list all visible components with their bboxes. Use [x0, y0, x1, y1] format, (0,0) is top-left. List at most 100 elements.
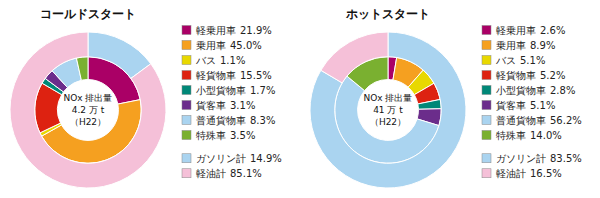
legend-value: 5.2%: [540, 70, 565, 81]
legend-swatch: [182, 116, 191, 125]
legend-item: 軽乗用車 2.6%: [482, 25, 565, 36]
legend-label: 乗用車: [496, 40, 526, 51]
legend-item: 小型貨物車 2.8%: [482, 85, 575, 96]
legend-swatch: [182, 101, 191, 110]
chart-title: コールドスタート: [40, 7, 136, 21]
center-annotation: NOx 排出量: [63, 93, 112, 103]
legend-item: 特殊車 14.0%: [482, 130, 562, 141]
legend-label: 軽油計: [496, 168, 526, 179]
legend-value: 85.1%: [230, 168, 262, 179]
donut-ring: [35, 57, 142, 164]
legend-value: 45.0%: [230, 40, 262, 51]
legend: 軽乗用車 21.9% 乗用車 45.0% バス 1.1% 軽貨物車 15.5% 小型貨物車 1.7…: [182, 25, 282, 179]
chart-panel: コールドスタート NOx 排出量 4.2 万 t （H22） 軽乗用車 21.9% 乗用車 4…: [10, 7, 282, 188]
legend-label: 普通貨物車: [496, 115, 546, 126]
legend-label: 軽貨物車: [196, 70, 236, 81]
legend-value: 1.7%: [250, 85, 275, 96]
legend-swatch: [482, 101, 491, 110]
legend: 軽乗用車2.6%乗用車8.9%バス5.1%軽貨物車5.2%小型貨物車2.8%貨客…: [482, 25, 582, 179]
center-annotation: NOx 排出量: [363, 93, 412, 103]
legend-swatch: [182, 71, 191, 80]
chart-title: ホットスタート: [345, 7, 430, 21]
legend-label: 乗用車: [196, 40, 226, 51]
legend-value: 3.1%: [230, 100, 255, 111]
legend-label: 小型貨物車: [496, 85, 546, 96]
legend-item: バス 1.1%: [182, 55, 245, 66]
legend-item: 普通貨物車 56.2%: [482, 115, 582, 126]
legend-label: 軽乗用車: [496, 25, 536, 36]
donut-slice: [10, 32, 166, 188]
legend-swatch: [182, 169, 191, 178]
legend-label: 小型貨物車: [196, 85, 246, 96]
legend-item: 普通貨物車 8.3%: [182, 115, 275, 126]
legend-value: 2.8%: [550, 85, 575, 96]
legend-swatch: [482, 71, 491, 80]
legend-value: 14.9%: [250, 153, 282, 164]
legend-item: ガソリン計 14.9%: [182, 153, 282, 164]
legend-label: 特殊車: [496, 130, 526, 141]
donut-slice: [76, 57, 88, 81]
chart-panel: ホットスタート NOx 排出量 41 万 t （H22） 軽乗用車 2.6% 乗用車 8.9%…: [310, 7, 582, 188]
legend-swatch: [482, 169, 491, 178]
legend-swatch: [482, 26, 491, 35]
legend-swatch: [182, 154, 191, 163]
legend-swatch: [182, 56, 191, 65]
legend-item: 貨客車 5.1%: [482, 100, 555, 111]
legend-item: 軽油計16.5%: [482, 168, 562, 179]
legend-value: 56.2%: [550, 115, 582, 126]
legend-item: 軽貨物車 15.5%: [182, 70, 272, 81]
legend-value: 15.5%: [240, 70, 272, 81]
donut: [310, 32, 466, 188]
legend-label: バス: [495, 55, 516, 66]
legend-item: 小型貨物車 1.7%: [182, 85, 275, 96]
legend-label: 貨客車: [496, 100, 526, 111]
legend-label: ガソリン計: [496, 153, 546, 164]
legend-label: 特殊車: [196, 130, 226, 141]
legend-item: 特殊車 3.5%: [182, 130, 255, 141]
legend-swatch: [182, 86, 191, 95]
legend-value: 8.9%: [530, 40, 555, 51]
donut-ring: [310, 32, 466, 188]
legend-item: 乗用車 45.0%: [182, 40, 262, 51]
legend-value: 21.9%: [240, 25, 272, 36]
legend-value: 3.5%: [230, 130, 255, 141]
legend-label: 軽油計: [196, 168, 226, 179]
legend-label: 貨客車: [196, 100, 226, 111]
legend-label: バス: [195, 55, 216, 66]
legend-value: 5.1%: [530, 100, 555, 111]
center-annotation: （H22）: [70, 117, 106, 127]
legend-swatch: [482, 154, 491, 163]
donut-slice: [310, 32, 466, 188]
donut-ring: [335, 57, 442, 164]
legend-label: ガソリン計: [196, 153, 246, 164]
center-annotation: （H22）: [370, 117, 406, 127]
legend-swatch: [482, 116, 491, 125]
legend-item: バス5.1%: [482, 55, 545, 66]
donut-ring: [10, 32, 166, 188]
legend-swatch: [482, 56, 491, 65]
donut: [10, 32, 166, 188]
donut-slice: [418, 99, 441, 109]
legend-value: 83.5%: [550, 153, 582, 164]
legend-swatch: [182, 41, 191, 50]
legend-swatch: [482, 86, 491, 95]
legend-item: 軽油計 85.1%: [182, 168, 262, 179]
legend-value: 14.0%: [530, 130, 562, 141]
legend-label: 軽貨物車: [496, 70, 536, 81]
legend-label: 軽乗用車: [196, 25, 236, 36]
center-annotation: 4.2 万 t: [72, 105, 105, 115]
legend-item: 軽貨物車 5.2%: [482, 70, 565, 81]
legend-value: 8.3%: [250, 115, 275, 126]
legend-swatch: [182, 26, 191, 35]
legend-value: 1.1%: [220, 55, 245, 66]
legend-value: 2.6%: [540, 25, 565, 36]
legend-label: 普通貨物車: [196, 115, 246, 126]
legend-item: ガソリン計 83.5%: [482, 153, 582, 164]
legend-swatch: [482, 41, 491, 50]
legend-item: 貨客車 3.1%: [182, 100, 255, 111]
center-annotation: 41 万 t: [373, 105, 403, 115]
donut-slice: [321, 32, 388, 83]
legend-swatch: [182, 131, 191, 140]
legend-item: 乗用車 8.9%: [482, 40, 555, 51]
legend-swatch: [482, 131, 491, 140]
